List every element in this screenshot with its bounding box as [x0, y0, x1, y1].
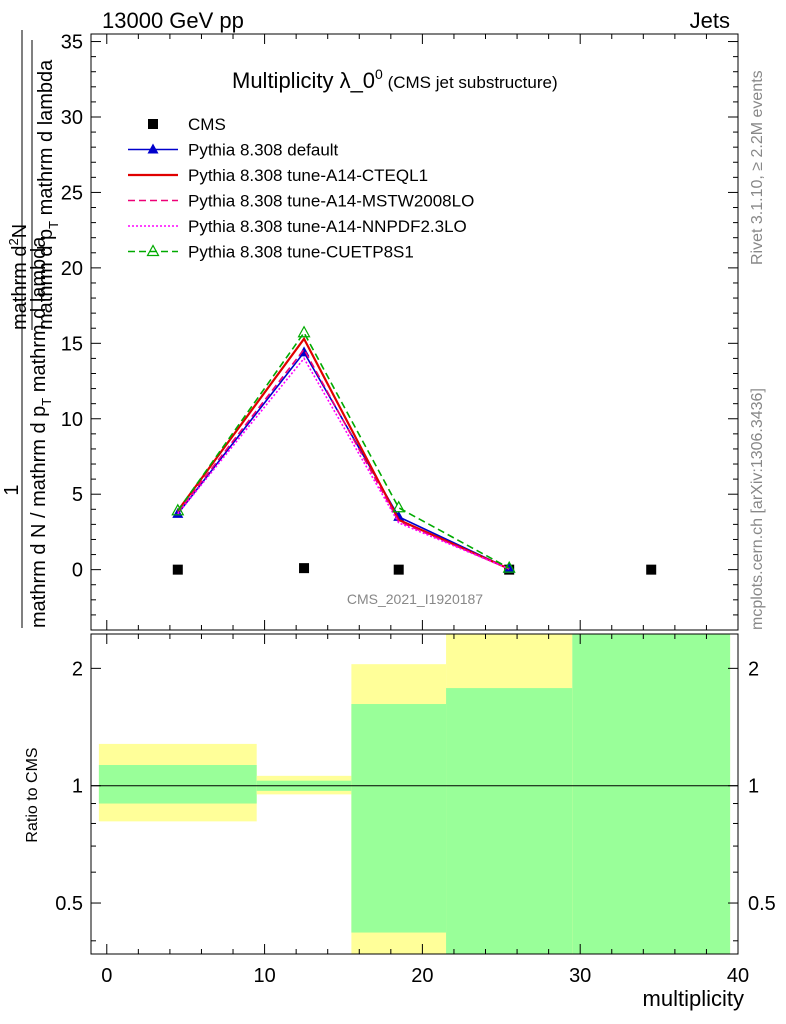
legend-item: Pythia 8.308 default — [128, 141, 339, 160]
legend-marker — [147, 143, 159, 154]
main-frame — [90, 33, 739, 631]
ratio-xticks: 0 10 20 30 40 — [101, 634, 749, 987]
legend-label: CMS — [188, 115, 226, 134]
ratio-band-green — [98, 765, 257, 804]
header-left: 13000 GeV pp — [102, 8, 244, 33]
main-ytick-label: 0 — [72, 560, 83, 582]
ylabel-denominator: mathrm d pT mathrm d lambda — [35, 59, 61, 330]
legend: CMS Pythia 8.308 default Pythia 8.308 tune… — [128, 115, 474, 262]
series-line — [177, 347, 510, 570]
ylabel-one: 1 — [1, 484, 23, 495]
ratio-ytick-label: 0.5 — [55, 893, 83, 915]
main-ytick-label: 5 — [72, 484, 83, 506]
ratio-xtick-label: 0 — [101, 965, 112, 987]
ratio-bands — [98, 634, 731, 954]
ylabel-numerator: mathrm d2N — [6, 224, 31, 330]
data-point — [393, 564, 404, 575]
main-ytick-label: 30 — [61, 107, 83, 129]
legend-marker — [146, 244, 160, 257]
data-point — [297, 325, 311, 338]
ylabel-denominator-outer: mathrm d N / mathrm d pT mathrm d lambda — [28, 236, 54, 628]
ratio-xtick-label: 10 — [253, 965, 275, 987]
ratio-xtick-label: 30 — [569, 965, 591, 987]
data-point — [646, 564, 657, 575]
legend-item: Pythia 8.308 tune-A14-MSTW2008LO — [128, 192, 474, 211]
ratio-band-green — [572, 634, 731, 954]
main-ylabel: mathrm d2N mathrm d pT mathrm d lambda 1… — [1, 30, 61, 628]
series-line — [177, 350, 510, 570]
ratio-xtick-label: 40 — [727, 965, 749, 987]
ratio-frame — [90, 633, 739, 955]
ratio-ytick-label: 2 — [72, 658, 83, 680]
series-line — [177, 356, 510, 570]
ratio-band-green — [446, 688, 573, 954]
watermark: CMS_2021_I1920187 — [347, 591, 483, 607]
legend-label: Pythia 8.308 default — [188, 141, 339, 160]
ratio-xtick-label: 20 — [411, 965, 433, 987]
ratio-ytick-label-right: 2 — [748, 658, 759, 680]
main-yticks: 0 5 10 15 20 25 30 35 — [61, 32, 739, 631]
data-point — [172, 564, 183, 575]
legend-label: Pythia 8.308 tune-A14-CTEQL1 — [188, 166, 428, 185]
main-ytick-label: 20 — [61, 258, 83, 280]
legend-label: Pythia 8.308 tune-A14-MSTW2008LO — [188, 192, 474, 211]
data-point — [392, 500, 406, 513]
data-point — [299, 563, 310, 574]
ratio-ytick-label-right: 1 — [748, 776, 759, 798]
main-ytick-label: 10 — [61, 409, 83, 431]
ratio-yticks: 0.5 0.5 1 1 2 2 — [55, 658, 776, 942]
legend-label: Pythia 8.308 tune-A14-NNPDF2.3LO — [188, 217, 467, 236]
main-series — [171, 325, 657, 575]
data-point — [502, 560, 516, 573]
rivet-label: Rivet 3.1.10, ≥ 2.2M events — [749, 70, 766, 265]
legend-item: CMS — [148, 115, 226, 134]
ratio-ytick-label: 1 — [72, 776, 83, 798]
ratio-ytick-label-right: 0.5 — [748, 893, 776, 915]
mcplots-label: mcplots.cern.ch [arXiv:1306.3436] — [749, 388, 766, 630]
ratio-panel: 0.5 0.5 1 1 2 2 0 10 20 30 40 Ratio to CMS multip… — [24, 633, 776, 1011]
legend-label: Pythia 8.308 tune-CUETP8S1 — [188, 243, 414, 262]
data-point — [171, 503, 185, 516]
plot-title: Multiplicity λ_00 (CMS jet substructure) — [232, 66, 558, 93]
ratio-band-green — [351, 704, 447, 933]
x-axis-label: multiplicity — [643, 986, 744, 1011]
header-right: Jets — [690, 8, 730, 33]
ratio-ylabel: Ratio to CMS — [24, 747, 41, 842]
legend-marker — [148, 119, 158, 129]
main-ytick-label: 25 — [61, 182, 83, 204]
main-ytick-label: 35 — [61, 32, 83, 54]
main-panel: 0 5 10 15 20 25 30 35 Multiplicity λ_00 (CMS je… — [61, 32, 739, 631]
legend-item: Pythia 8.308 tune-A14-CTEQL1 — [128, 166, 428, 185]
main-ytick-label: 15 — [61, 333, 83, 355]
legend-item: Pythia 8.308 tune-CUETP8S1 — [128, 243, 414, 262]
legend-item: Pythia 8.308 tune-A14-NNPDF2.3LO — [128, 217, 467, 236]
